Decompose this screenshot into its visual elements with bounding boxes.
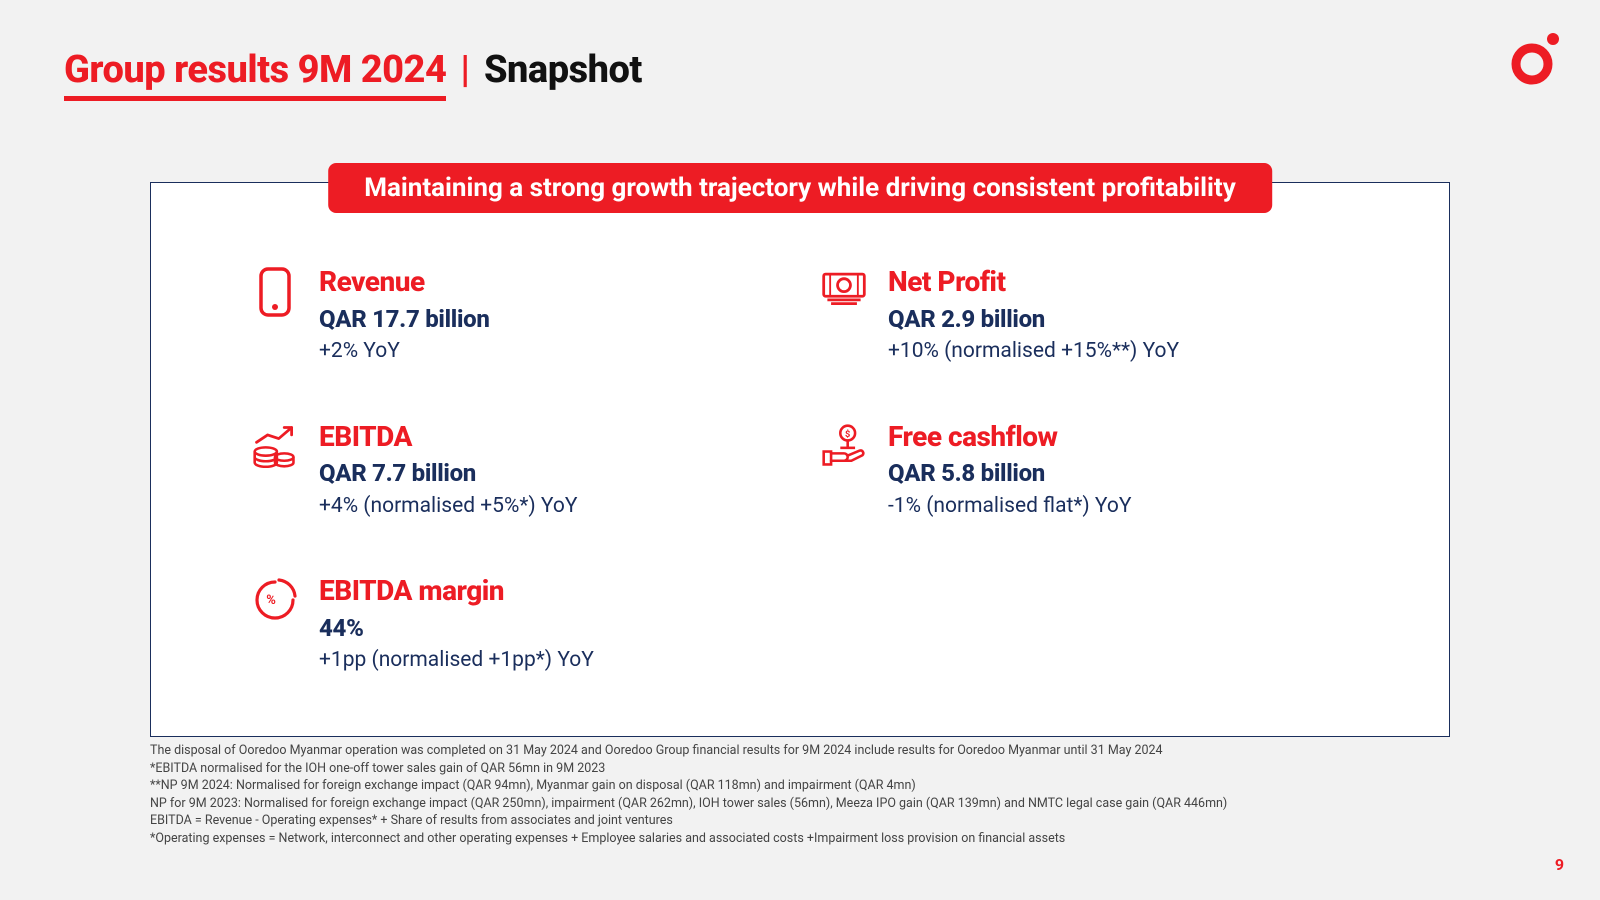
metric-value: QAR 5.8 billion <box>888 457 1131 489</box>
metric-value: 44% <box>319 612 594 644</box>
metric-change: -1% (normalised flat*) YoY <box>888 492 1131 520</box>
metric-revenue: Revenue QAR 17.7 billion +2% YoY <box>251 263 780 366</box>
metric-title: Revenue <box>319 263 490 301</box>
metric-value: QAR 17.7 billion <box>319 303 490 335</box>
metric-title: Free cashflow <box>888 418 1131 456</box>
svg-text:$: $ <box>845 428 850 439</box>
footnote-line: The disposal of Ooredoo Myanmar operatio… <box>150 742 1450 760</box>
metric-value: QAR 2.9 billion <box>888 303 1179 335</box>
banknote-icon <box>820 263 868 307</box>
title-highlight: Group results 9M 2024 <box>64 48 446 101</box>
metric-change: +1pp (normalised +1pp*) YoY <box>319 646 594 674</box>
footnotes: The disposal of Ooredoo Myanmar operatio… <box>150 742 1450 847</box>
title-separator: | <box>460 48 470 92</box>
metric-ebitda: EBITDA QAR 7.7 billion +4% (normalised +… <box>251 418 780 521</box>
snapshot-panel: Maintaining a strong growth trajectory w… <box>150 182 1450 737</box>
metric-ebitda-margin: % EBITDA margin 44% +1pp (normalised +1p… <box>251 572 780 675</box>
metric-title: EBITDA margin <box>319 572 594 610</box>
phone-icon <box>251 263 299 317</box>
hand-coin-icon: $ <box>820 418 868 470</box>
metric-free-cashflow: $ Free cashflow QAR 5.8 billion -1% (nor… <box>820 418 1349 521</box>
metric-net-profit: Net Profit QAR 2.9 billion +10% (normali… <box>820 263 1349 366</box>
pie-percent-icon: % <box>251 572 299 624</box>
metric-value: QAR 7.7 billion <box>319 457 577 489</box>
brand-logo-icon <box>1502 30 1560 92</box>
footnote-line: NP for 9M 2023: Normalised for foreign e… <box>150 795 1450 813</box>
metric-title: Net Profit <box>888 263 1179 301</box>
page-number: 9 <box>1555 855 1564 874</box>
footnote-line: *Operating expenses = Network, interconn… <box>150 830 1450 848</box>
footnote-line: EBITDA = Revenue - Operating expenses* +… <box>150 812 1450 830</box>
metric-title: EBITDA <box>319 418 577 456</box>
page-title: Group results 9M 2024 | Snapshot <box>64 48 642 101</box>
metric-change: +2% YoY <box>319 337 490 365</box>
footnote-line: **NP 9M 2024: Normalised for foreign exc… <box>150 777 1450 795</box>
coins-growth-icon <box>251 418 299 470</box>
metric-change: +4% (normalised +5%*) YoY <box>319 492 577 520</box>
metrics-grid: Revenue QAR 17.7 billion +2% YoY Net Pro… <box>251 263 1349 675</box>
svg-text:%: % <box>266 593 276 608</box>
footnote-line: *EBITDA normalised for the IOH one-off t… <box>150 760 1450 778</box>
title-rest: Snapshot <box>484 48 642 92</box>
headline-banner: Maintaining a strong growth trajectory w… <box>328 163 1272 213</box>
metric-change: +10% (normalised +15%**) YoY <box>888 337 1179 365</box>
